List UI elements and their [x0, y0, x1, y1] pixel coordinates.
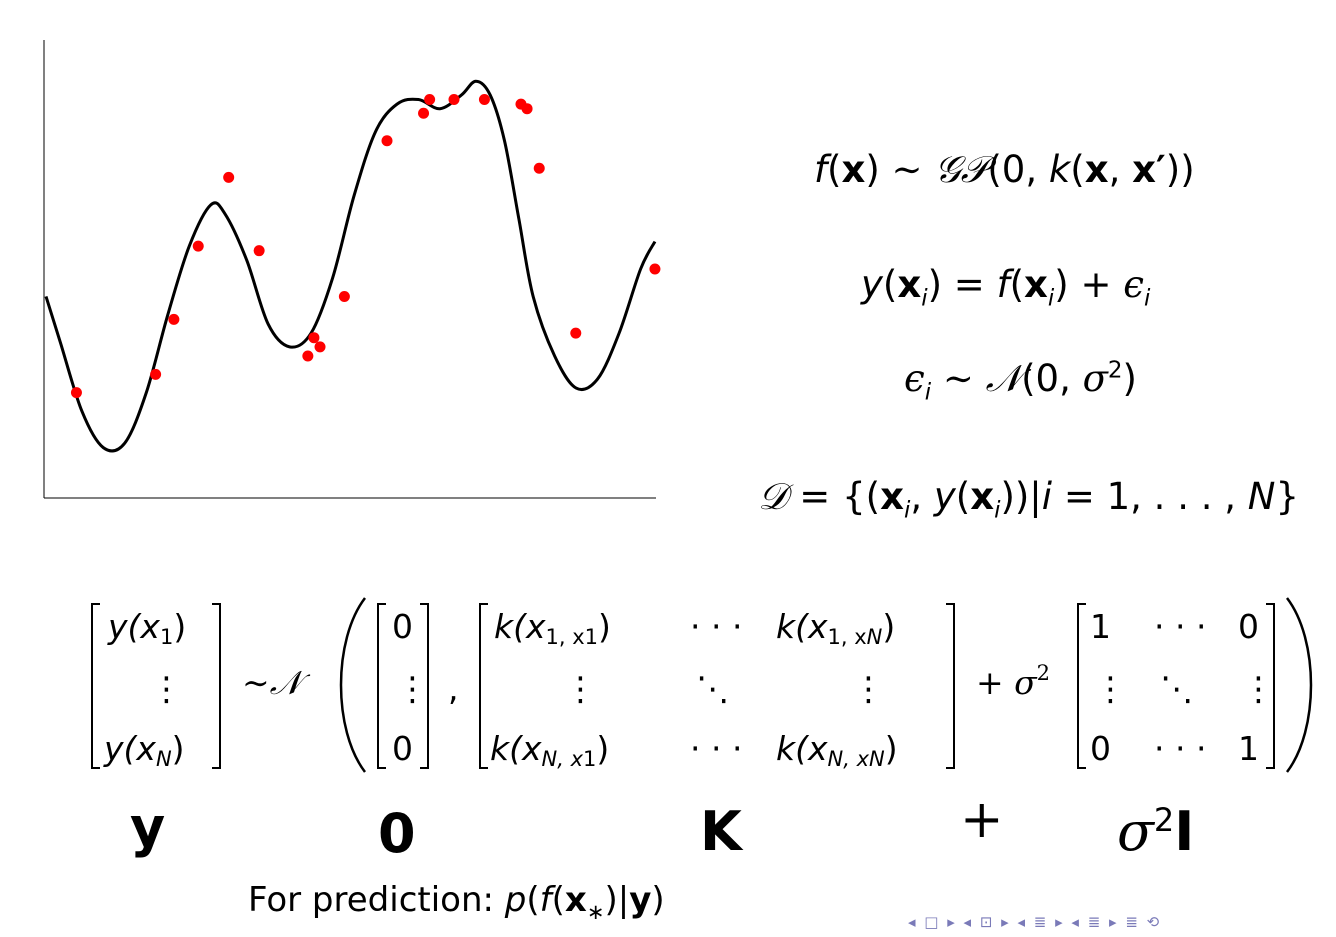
observation-point: [570, 327, 582, 339]
y-col-top: y(x1): [107, 607, 186, 649]
I-r3c2: · · ·: [1154, 729, 1206, 768]
K-r1c2: · · ·: [690, 607, 742, 646]
K-bracket-left: [479, 603, 488, 769]
zero-col-bracket-left: [377, 603, 386, 769]
matrix-comma: ,: [448, 669, 459, 708]
K-r2c1: ⋮: [564, 669, 597, 708]
label-sigma-squared-I: σ2I: [1117, 800, 1195, 863]
tilde-N: ∼𝒩: [242, 663, 311, 702]
y-col-dots: ⋮: [150, 669, 183, 708]
observation-point: [150, 368, 162, 380]
K-r2c3: ⋮: [852, 669, 885, 708]
observation-point: [192, 240, 204, 252]
I-r1c2: · · ·: [1154, 607, 1206, 646]
I-bracket-left: [1077, 603, 1086, 769]
observation-point: [418, 107, 430, 119]
I-r3c3: 1: [1238, 729, 1259, 768]
observation-point: [448, 94, 460, 106]
label-K-matrix: K: [700, 800, 742, 863]
observation-point: [478, 94, 490, 106]
big-paren-left: [339, 597, 366, 773]
K-r3c1: k(xN, x1): [490, 729, 609, 771]
K-r1c3: k(x1, xN): [776, 607, 895, 649]
I-r1c1: 1: [1090, 607, 1111, 646]
observation-point: [649, 263, 661, 275]
K-r2c2: ⋱: [696, 669, 729, 708]
K-bracket-right: [946, 603, 955, 769]
observation-point: [223, 171, 235, 183]
prediction-caption: For prediction: p(f(x∗)|y): [248, 880, 665, 924]
K-r3c3: k(xN, xN): [776, 729, 898, 771]
I-r2c1: ⋮: [1094, 669, 1127, 708]
zero-col-dots: ⋮: [396, 669, 429, 708]
observation-point: [253, 245, 265, 257]
observation-point: [381, 135, 393, 147]
I-r1c3: 0: [1238, 607, 1259, 646]
I-bracket-right: [1266, 603, 1275, 769]
y-col-bracket-right: [212, 603, 221, 769]
observation-point: [168, 313, 180, 325]
I-r2c2: ⋱: [1160, 669, 1193, 708]
I-r2c3: ⋮: [1242, 669, 1275, 708]
noise-equation: ϵi ∼ 𝒩(0, σ2): [904, 357, 1137, 406]
label-y-vector: y: [130, 796, 166, 859]
zero-col-bracket-right: [420, 603, 429, 769]
zero-col-top: 0: [392, 607, 413, 646]
K-r1c1: k(x1, x1): [494, 607, 611, 649]
observation-point: [521, 103, 533, 115]
gp-sample-curve: [44, 79, 657, 453]
I-r3c1: 0: [1090, 729, 1111, 768]
matrix-delimiters: [91, 597, 1313, 773]
K-r3c2: · · ·: [690, 729, 742, 768]
big-paren-right: [1286, 597, 1313, 773]
zero-col-bottom: 0: [392, 729, 413, 768]
y-col-bracket-left: [91, 603, 100, 769]
observation-point: [533, 162, 545, 174]
dataset-equation: 𝒟 = {(xi, y(xi))|i = 1, . . . , N}: [758, 475, 1299, 524]
label-zero-vector: 0: [378, 802, 416, 865]
plus-sigma: + σ2: [976, 661, 1050, 702]
gp-prior-equation: f(x) ∼ 𝒢𝒫(0, k(x, x′)): [814, 148, 1195, 191]
y-col-bottom: y(xN): [103, 729, 185, 771]
observation-point: [338, 290, 350, 302]
beamer-navigation-bar[interactable]: ◂ □ ▸ ◂ ⊡ ▸ ◂ ≣ ▸ ◂ ≣ ▸ ≣ ⟲: [908, 913, 1162, 931]
observation-point: [424, 94, 436, 106]
observation-point: [302, 350, 314, 362]
observation-point: [70, 387, 82, 399]
observation-point: [314, 341, 326, 353]
observation-equation: y(xi) = f(xi) + ϵi: [861, 263, 1151, 312]
observation-point: [308, 332, 320, 344]
label-plus: +: [960, 790, 1004, 850]
